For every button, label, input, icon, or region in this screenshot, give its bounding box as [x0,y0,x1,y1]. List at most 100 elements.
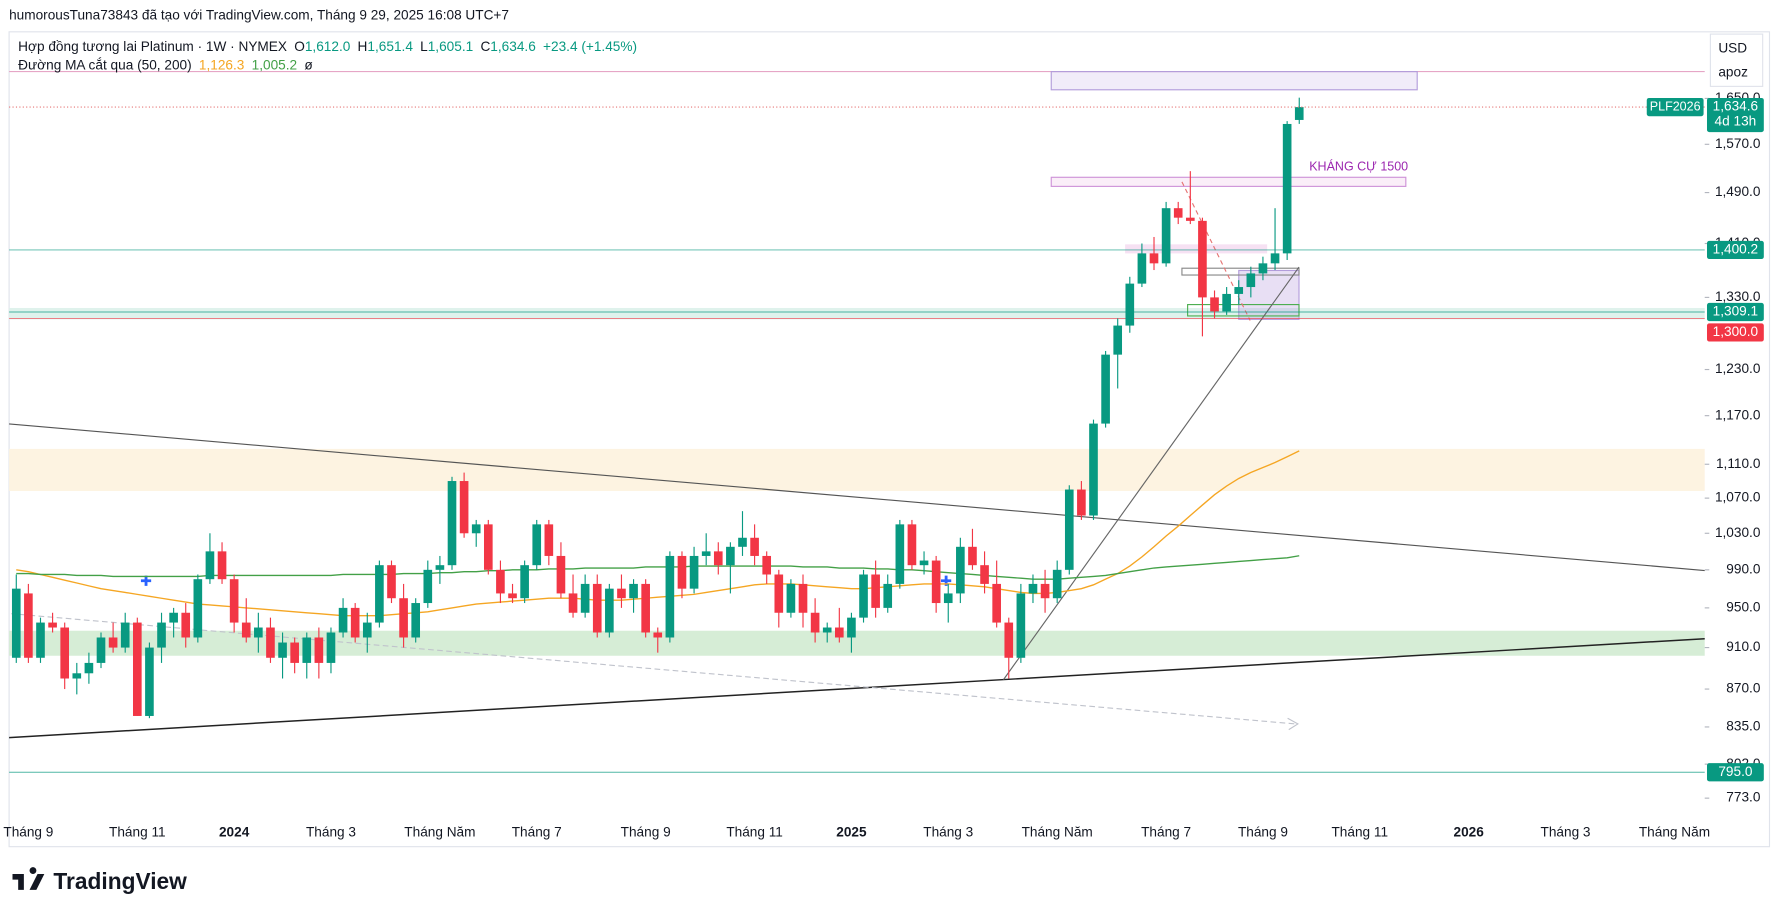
candle-body [411,603,421,638]
candle-body [11,588,21,658]
range-box [1187,304,1300,317]
candle-body [326,632,336,663]
ohlc-key: O [294,38,305,55]
y-tick-label: 990.0 [1726,561,1761,576]
candle-body [205,551,215,580]
price-badge [1706,302,1764,322]
candle-body [1258,263,1268,274]
candle-body [798,583,808,613]
candle-body [145,647,154,716]
y-tick-label: 1,570.0 [1715,136,1761,151]
candle-body [36,622,45,658]
candle-body [931,560,941,604]
y-tick-label: 1,490.0 [1715,184,1761,199]
candle-body [447,481,457,566]
symbol-label: PLF2026 [1650,99,1701,113]
last-price-label: 1,634.6 [1713,99,1758,114]
candle-body [713,551,723,566]
candle-body [48,622,57,628]
candle-body [1270,253,1280,264]
x-tick-label: Tháng 3 [306,825,356,840]
candle-body [108,637,118,648]
candle-body [617,588,626,599]
candle-body [556,555,566,594]
ohlc-value: 1,605.1 [427,38,474,55]
candle-body [532,524,542,566]
candle-body [193,579,203,638]
candle-body [750,537,759,556]
candle-body [883,583,893,608]
candle-body [919,560,929,566]
candle-body [157,622,166,648]
trend-line [9,423,1705,572]
y-tick-label: 870.0 [1726,681,1761,696]
candle-body [290,642,299,663]
price-badge [1706,98,1764,133]
candle-body [132,622,142,716]
candle-body [1077,489,1086,516]
candle-body [895,524,905,584]
zone-box [1125,244,1268,254]
price-badge-label: 795.0 [1718,764,1753,779]
ohlc-key: L [420,38,428,55]
x-tick-label: Tháng 3 [1541,825,1591,840]
x-tick-label: Tháng 7 [1141,825,1191,840]
candle-body [387,565,396,599]
y-tick-label: 1,070.0 [1715,490,1761,505]
candle-body [980,565,989,584]
candle-body [375,565,384,623]
arrow-head [1287,717,1299,731]
supply-zone [9,448,1705,491]
candle-body [1198,220,1207,298]
candle-body [520,565,529,599]
candle-body [943,593,953,604]
indicator-symbol: ø [304,56,313,73]
candle-body [859,574,868,618]
candle-body [641,583,650,633]
candle-body [435,565,445,570]
candle-body [278,642,287,658]
candle-body [1004,622,1014,658]
logo-icon [12,867,45,890]
candle-body [1028,583,1038,594]
range-box [1181,267,1300,276]
candle-body [1186,217,1195,221]
y-tick-label: 950.0 [1726,599,1761,614]
candle-body [907,524,917,566]
candle-body [992,583,1001,623]
candle-body [72,673,82,679]
x-tick-label: Tháng 11 [1331,825,1388,840]
x-tick-label: Tháng Năm [404,825,475,840]
candle-body [677,555,687,589]
trend-line [9,637,1705,739]
candle-body [1173,208,1183,218]
ohlc-key: H [357,38,368,55]
candle-body [1234,287,1244,294]
target-box [1050,71,1418,91]
candle-body [399,598,408,638]
cross-marker [140,575,952,586]
ma-line [16,555,1300,580]
candle-body [266,627,275,658]
x-tick-label: Tháng 3 [923,825,973,840]
candle-body [24,593,33,658]
price-badge [1706,240,1764,260]
candle-body [302,637,312,663]
candle-body [762,555,772,575]
candle-body [459,481,469,534]
candle-body [350,607,360,638]
x-tick-label: Tháng 11 [726,825,783,840]
candle-body [786,583,796,613]
y-tick-label: 910.0 [1726,639,1761,654]
candle-body [483,524,493,570]
candle-body [968,546,977,566]
logo-text: TradingView [53,868,187,894]
candle-body [1052,569,1062,599]
candle-body [1246,273,1256,288]
candle-body [1149,253,1159,264]
trend-line [1003,266,1300,680]
candle-body [1222,293,1231,312]
ohlc-value: 1,634.6 [490,38,536,55]
resistance-label: KHÁNG CỰ 1500 [1309,158,1408,173]
chart-frame [8,31,1771,848]
